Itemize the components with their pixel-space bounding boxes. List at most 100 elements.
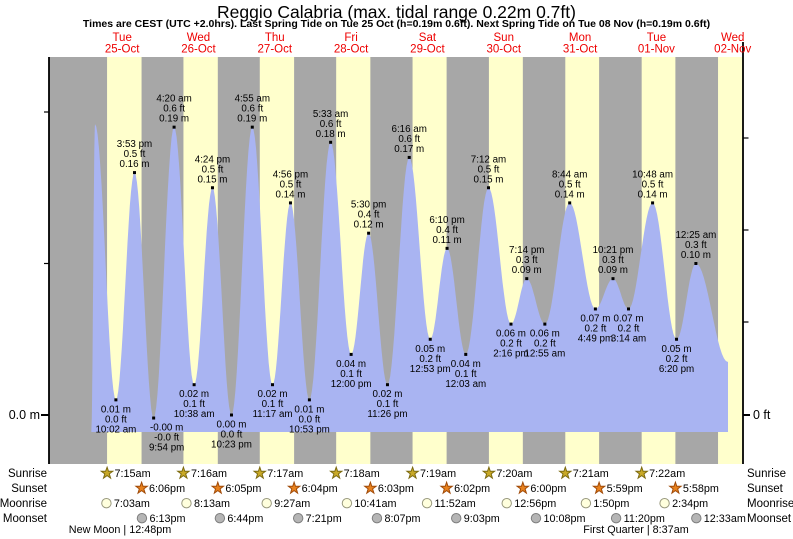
sunrise-time: 7:20am <box>496 468 532 480</box>
sunrise-time: 7:22am <box>649 468 685 480</box>
moon-phase-caption: First Quarter | 8:37am <box>583 524 688 536</box>
high-tide-annotation: 4:56 pm 0.5 ft 0.14 m <box>273 169 308 200</box>
low-tide-annotation: 0.01 m 0.0 ft 10:53 pm <box>289 404 330 435</box>
sunset-time: 6:06pm <box>149 483 185 495</box>
sunset-time: 6:02pm <box>454 483 490 495</box>
y-axis-left-label: 0.0 m <box>9 408 40 422</box>
high-tide-annotation: 6:10 pm 0.4 ft 0.11 m <box>429 215 464 246</box>
high-tide-annotation: 7:14 pm 0.3 ft 0.09 m <box>509 245 544 276</box>
moonset-time: 6:13pm <box>149 513 185 525</box>
sunrise-star-icon <box>252 465 267 480</box>
tide-extreme-dot <box>385 383 389 387</box>
low-tide-annotation: -0.00 m -0.0 ft 9:54 pm <box>149 423 184 454</box>
tide-extreme-dot <box>367 231 371 235</box>
tide-extreme-dot <box>152 416 156 420</box>
tide-extreme-dot <box>271 383 275 387</box>
sunset-star-icon <box>363 480 378 495</box>
tide-extreme-dot <box>307 398 311 402</box>
tide-extreme-dot <box>210 186 214 190</box>
moonrise-circle-icon <box>501 498 512 509</box>
moonset-circle-icon <box>214 513 226 524</box>
day-label: Wed 26-Oct <box>181 32 216 56</box>
tide-extreme-dot <box>349 352 353 356</box>
sunrise-time: 7:15am <box>115 468 151 480</box>
page-title: Reggio Calabria (max. tidal range 0.22m … <box>217 2 576 22</box>
sunrise-time: 7:16am <box>191 468 227 480</box>
moonrise-time: 10:41am <box>354 498 396 510</box>
moonrise-circle-icon <box>421 498 433 509</box>
sunrise-time: 7:21am <box>573 468 609 480</box>
moonrise-time: 2:34pm <box>672 498 708 510</box>
moonrise-time: 11:52am <box>435 498 476 510</box>
moonrise-circle-icon <box>659 498 670 509</box>
day-label: Fri 28-Oct <box>334 32 369 56</box>
tide-extreme-dot <box>543 322 547 326</box>
high-tide-annotation: 5:30 pm 0.4 ft 0.12 m <box>351 200 386 231</box>
sunset-time: 6:03pm <box>378 483 414 495</box>
almanac-row-label: Moonset <box>747 513 792 525</box>
sunset-star-icon <box>210 480 225 495</box>
tide-extreme-dot <box>611 277 615 281</box>
sunrise-time: 7:18am <box>344 468 380 480</box>
sunset-time: 5:59pm <box>607 483 643 495</box>
high-tide-annotation: 4:24 pm 0.5 ft 0.15 m <box>195 154 230 185</box>
almanac-row-label: Sunrise <box>8 468 47 480</box>
high-tide-annotation: 4:20 am 0.6 ft 0.19 m <box>156 94 191 125</box>
tide-extreme-dot <box>172 125 176 129</box>
low-tide-annotation: 0.02 m 0.1 ft 11:26 pm <box>367 389 407 420</box>
moonset-time: 12:33am <box>704 513 746 525</box>
sunrise-star-icon <box>481 465 497 480</box>
sunset-time: 5:58pm <box>683 483 719 495</box>
low-tide-annotation: 0.04 m 0.1 ft 12:03 am <box>445 359 486 390</box>
moonrise-circle-icon <box>341 498 353 509</box>
tide-extreme-dot <box>428 337 432 341</box>
moonset-time: 11:20pm <box>624 513 665 525</box>
tide-extreme-dot <box>464 352 468 356</box>
sunrise-star-icon <box>329 465 344 480</box>
day-labels: Tue 25-Oct Wed 26-Oct Thu 27-Oct Fri 28-Oct Sat 2… <box>105 32 752 56</box>
moonrise-circle-icon <box>580 498 592 509</box>
tide-extreme-dot <box>250 125 254 129</box>
moonrise-time: 8:13am <box>194 498 230 510</box>
almanac-row-label: Moonrise <box>747 498 793 510</box>
low-tide-annotation: 0.00 m 0.0 ft 10:23 pm <box>211 420 252 451</box>
tide-extreme-dot <box>407 155 411 159</box>
low-tide-annotation: 0.02 m 0.1 ft 10:38 am <box>174 389 215 420</box>
tide-extreme-dot <box>288 201 292 205</box>
sunset-star-icon <box>668 480 683 495</box>
axes <box>41 42 750 464</box>
tide-extreme-dot <box>593 307 597 311</box>
moonrise-time: 1:50pm <box>593 498 629 510</box>
day-label: Tue 01-Nov <box>638 32 675 56</box>
tide-extreme-dot <box>675 337 679 341</box>
tide-extreme-dot <box>651 201 655 205</box>
tide-extreme-dot <box>114 398 118 402</box>
moonset-circle-icon <box>136 513 148 524</box>
moonset-time: 9:03pm <box>464 513 500 525</box>
high-tide-annotation: 12:25 am 0.3 ft 0.10 m <box>675 230 716 261</box>
sunset-star-icon <box>591 480 607 495</box>
sunset-star-icon <box>515 480 530 495</box>
almanac-row-label: Sunset <box>11 483 48 495</box>
high-tide-annotation: 3:53 pm 0.5 ft 0.16 m <box>117 139 152 170</box>
moonset-time: 10:08pm <box>543 513 585 525</box>
sunrise-time: 7:17am <box>267 468 303 480</box>
day-label: Wed 02-Nov <box>714 32 751 56</box>
moonrise-circle-icon <box>101 498 112 509</box>
sun-moon-table: Sunrise Sunrise 7:15am 7:16am 7:17am 7:18am 7:… <box>0 465 793 536</box>
sunrise-star-icon <box>405 465 420 480</box>
moonrise-time: 12:56pm <box>514 498 556 510</box>
almanac-row-label: Moonset <box>3 513 48 525</box>
moonrise-circle-icon <box>181 498 192 509</box>
tide-extreme-dot <box>627 307 631 311</box>
tide-curve <box>91 124 729 432</box>
sunset-time: 6:00pm <box>530 483 566 495</box>
sunrise-time: 7:19am <box>420 468 456 480</box>
tide-area <box>91 124 729 432</box>
tide-extreme-dot <box>132 171 136 175</box>
sunrise-star-icon <box>558 465 573 480</box>
day-label: Sun 30-Oct <box>487 32 522 56</box>
low-tide-annotation: 0.07 m 0.2 ft 4:49 pm <box>578 313 613 344</box>
sunset-star-icon <box>286 480 302 495</box>
